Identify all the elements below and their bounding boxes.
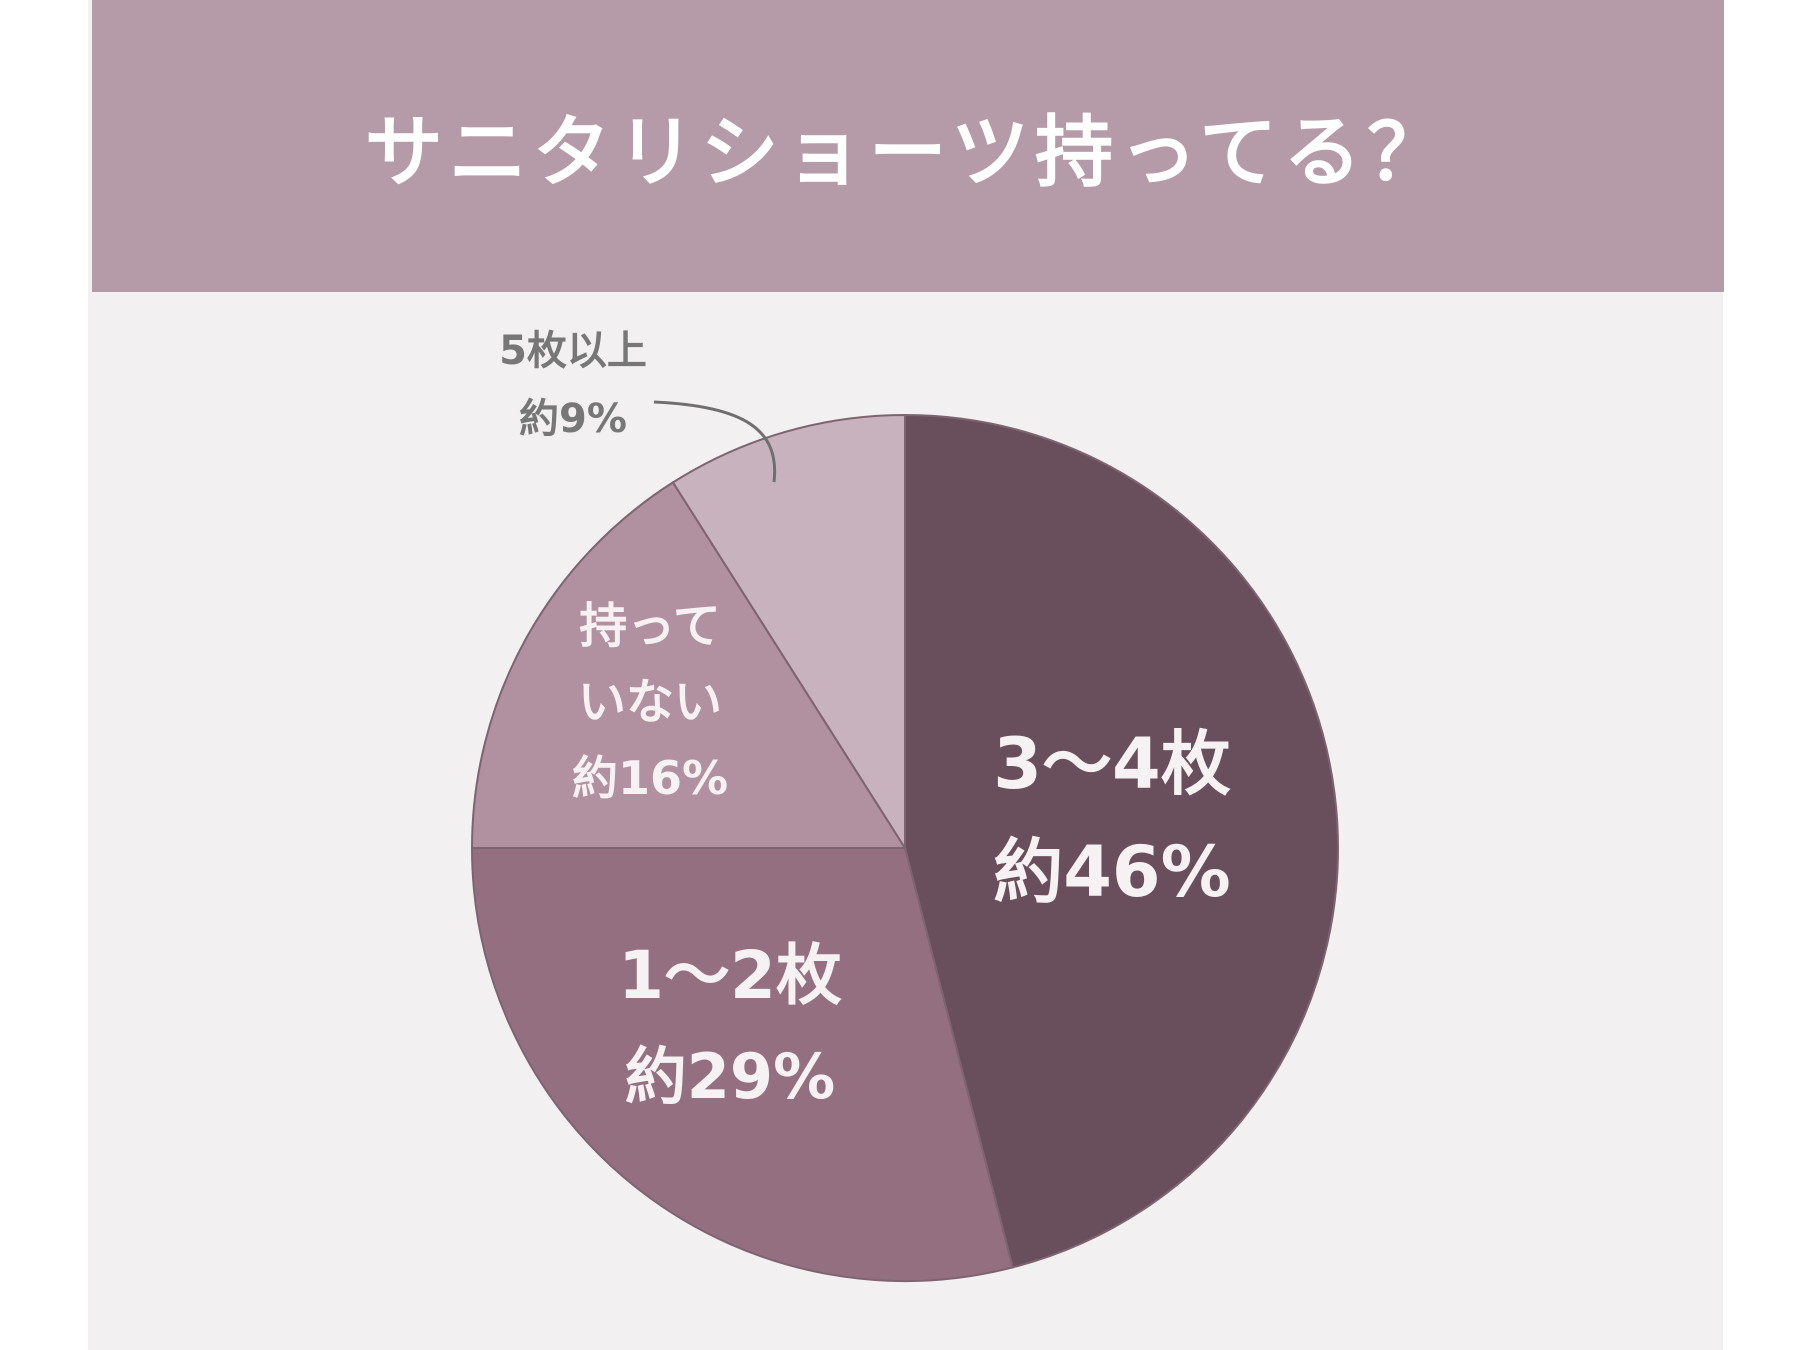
slice-3-label: 持って: [579, 598, 721, 654]
header-bar: サニタリショーツ持ってる？: [92, 0, 1724, 292]
pie-slice-3: [470, 481, 907, 849]
slice-1-value-label: 約46%: [993, 831, 1231, 913]
pie-slice-4: [671, 413, 906, 852]
slice-4-value-label: 約9%: [519, 396, 627, 442]
slice-3-label: いない: [578, 674, 722, 730]
slice-2-value-label: 約29%: [625, 1040, 835, 1113]
pie-slice-2: [470, 847, 1014, 1282]
page-title: サニタリショーツ持ってる？: [364, 108, 1452, 198]
slice-3-value-label: 約16%: [572, 751, 728, 805]
callout-line: [653, 400, 777, 483]
slice-1-label: 3〜4枚: [993, 723, 1230, 805]
slice-2-label: 1〜2枚: [618, 937, 842, 1014]
pie-slices: [470, 413, 1339, 1282]
pie-slice-1: [904, 413, 1339, 1269]
slice-4-label: 5枚以上: [499, 328, 647, 374]
